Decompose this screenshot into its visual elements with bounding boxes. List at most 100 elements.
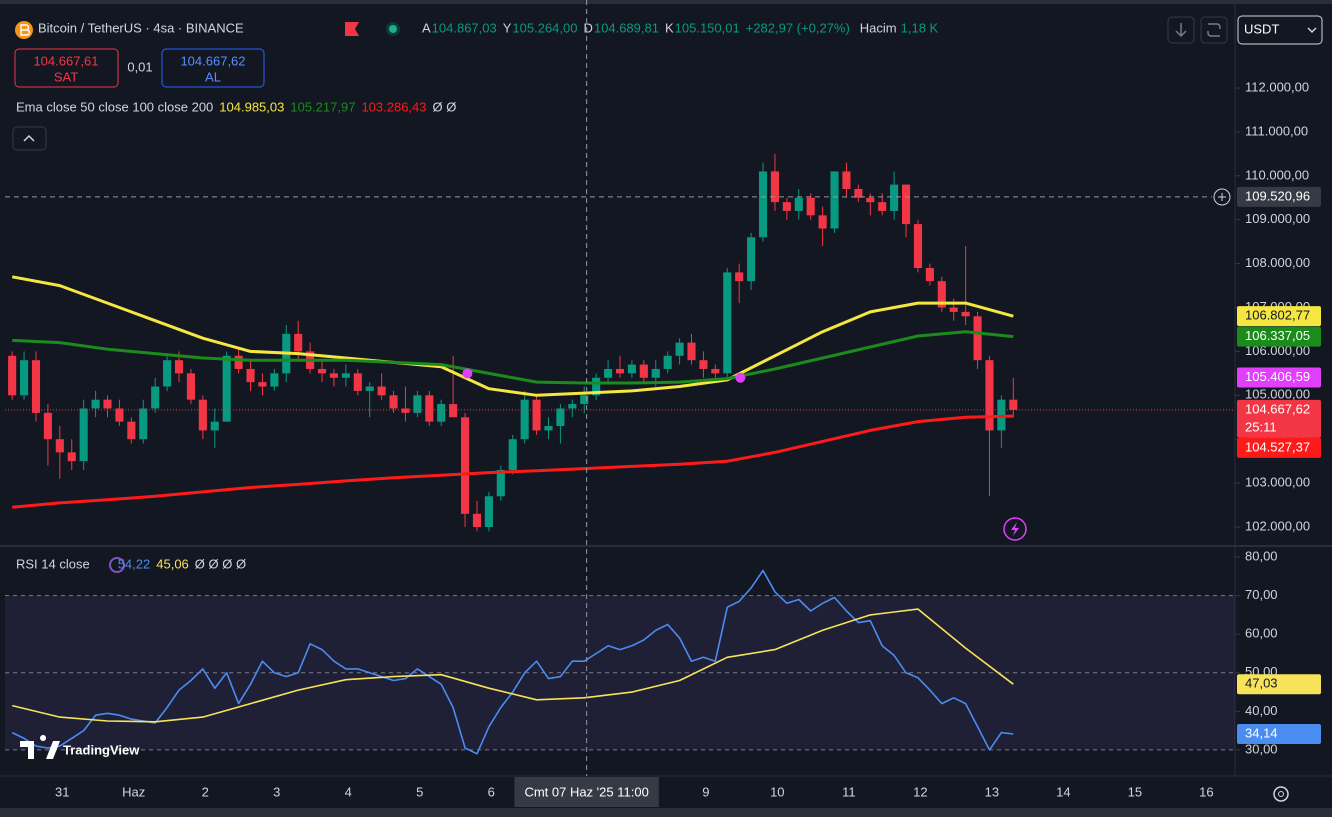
candle-body <box>866 197 875 203</box>
add-alert-icon <box>1218 193 1226 201</box>
candle-body <box>913 224 923 269</box>
candle-body <box>651 368 660 378</box>
candle-body <box>234 355 243 369</box>
axis-label-box <box>1237 326 1321 347</box>
y-tick-label: 60,00 <box>1245 626 1278 641</box>
plot-area <box>5 153 1235 755</box>
event-icon[interactable] <box>1003 517 1027 541</box>
candle-body <box>258 382 267 387</box>
candle-body <box>675 342 684 356</box>
settings-hub <box>1278 791 1284 797</box>
candle-body <box>1009 399 1018 410</box>
candle-body <box>329 373 339 378</box>
indicator-icon <box>109 557 125 573</box>
candle-body <box>639 364 648 378</box>
pane <box>5 569 1235 755</box>
candle-body <box>377 386 386 396</box>
flag-icon[interactable] <box>345 22 359 36</box>
y-tick-label: 70,00 <box>1245 587 1278 602</box>
candle-body <box>317 368 327 374</box>
axis-label: 106.337,05 <box>1245 328 1310 343</box>
candle-body <box>365 386 374 391</box>
spread: 0,01 <box>127 59 152 74</box>
axis-label-box <box>1237 437 1321 458</box>
collapse-button[interactable] <box>12 126 47 151</box>
buy-button[interactable] <box>161 48 265 88</box>
candle-body <box>687 342 696 361</box>
candle-body <box>163 360 172 387</box>
x-tick-label: 16 <box>1199 784 1213 799</box>
sell-price[interactable]: 104.667,61 <box>33 53 98 68</box>
candle-body <box>425 395 434 422</box>
x-tick-label: 13 <box>985 784 999 799</box>
x-tick-label: 6 <box>488 784 495 799</box>
buy-price[interactable]: 104.667,62 <box>180 53 245 68</box>
volume-value: 1,18 K <box>901 20 939 35</box>
x-tick-label: 14 <box>1056 784 1070 799</box>
dropdown-chevron <box>1307 27 1317 34</box>
indicator-name: Ema close 50 close 100 close 200 <box>16 99 213 114</box>
refresh-button[interactable] <box>1200 16 1228 44</box>
candle-body <box>604 368 613 378</box>
cross-marker <box>462 368 473 379</box>
candle-body <box>174 360 184 374</box>
axis-label-box <box>1237 723 1321 744</box>
volume-label: Hacim <box>860 20 897 35</box>
candle-body <box>532 399 541 431</box>
candle-body <box>747 237 756 282</box>
status-dot <box>389 25 397 33</box>
legend-value: 54,22 <box>118 556 151 571</box>
candle-body <box>901 184 911 225</box>
candle-body <box>544 426 553 431</box>
coin-glyph <box>20 24 31 36</box>
candle-body <box>496 469 505 497</box>
y-tick-label: 103.000,00 <box>1245 475 1310 490</box>
ohlc-key: K <box>665 20 674 35</box>
ohlc-value: 104.867,03 <box>432 20 497 35</box>
candle-body <box>615 368 625 374</box>
y-tick-label: 105.000,00 <box>1245 387 1310 402</box>
candle-body <box>413 395 422 413</box>
axis-label: 109.520,96 <box>1245 188 1310 203</box>
candle-body <box>794 197 803 211</box>
buy-label[interactable]: AL <box>205 69 221 84</box>
candle-body <box>437 404 446 422</box>
sell-label[interactable]: SAT <box>54 69 78 84</box>
candle-body <box>520 399 529 440</box>
candle-body <box>246 368 255 383</box>
currency-label: USDT <box>1244 21 1279 36</box>
axis-label-box <box>1237 399 1321 438</box>
legend-value: 104.985,03 <box>219 99 284 114</box>
axis-label: 104.527,37 <box>1245 439 1310 454</box>
legend-suffix: Ø Ø <box>433 99 457 114</box>
ohlc-key: D <box>584 20 593 35</box>
candle-body <box>782 202 791 211</box>
ohlc-value: 105.264,00 <box>512 20 577 35</box>
candle-body <box>353 373 362 391</box>
download-button[interactable] <box>1167 16 1195 44</box>
candle-body <box>222 355 231 422</box>
add-alert-button[interactable] <box>1213 188 1231 206</box>
candle-body <box>806 197 815 216</box>
download-icon <box>1175 23 1187 38</box>
candle-body <box>580 395 589 405</box>
sell-button[interactable] <box>14 48 119 88</box>
axis-label: 34,14 <box>1245 725 1278 740</box>
candle-body <box>401 408 410 413</box>
currency-select[interactable] <box>1237 15 1323 45</box>
candle-body <box>79 408 88 462</box>
candle-body <box>854 188 863 198</box>
candle-body <box>985 360 994 431</box>
candle-body <box>210 421 219 431</box>
collapse-icon <box>23 134 35 142</box>
candle-body <box>151 386 160 409</box>
x-tick-label: 2 <box>202 784 209 799</box>
candle-body <box>758 171 768 238</box>
settings-button[interactable] <box>1273 786 1289 802</box>
axis-label-box <box>1237 367 1321 388</box>
y-tick-label: 102.000,00 <box>1245 518 1310 533</box>
candle-body <box>294 333 303 352</box>
axis-label: 104.667,62 <box>1245 401 1310 416</box>
